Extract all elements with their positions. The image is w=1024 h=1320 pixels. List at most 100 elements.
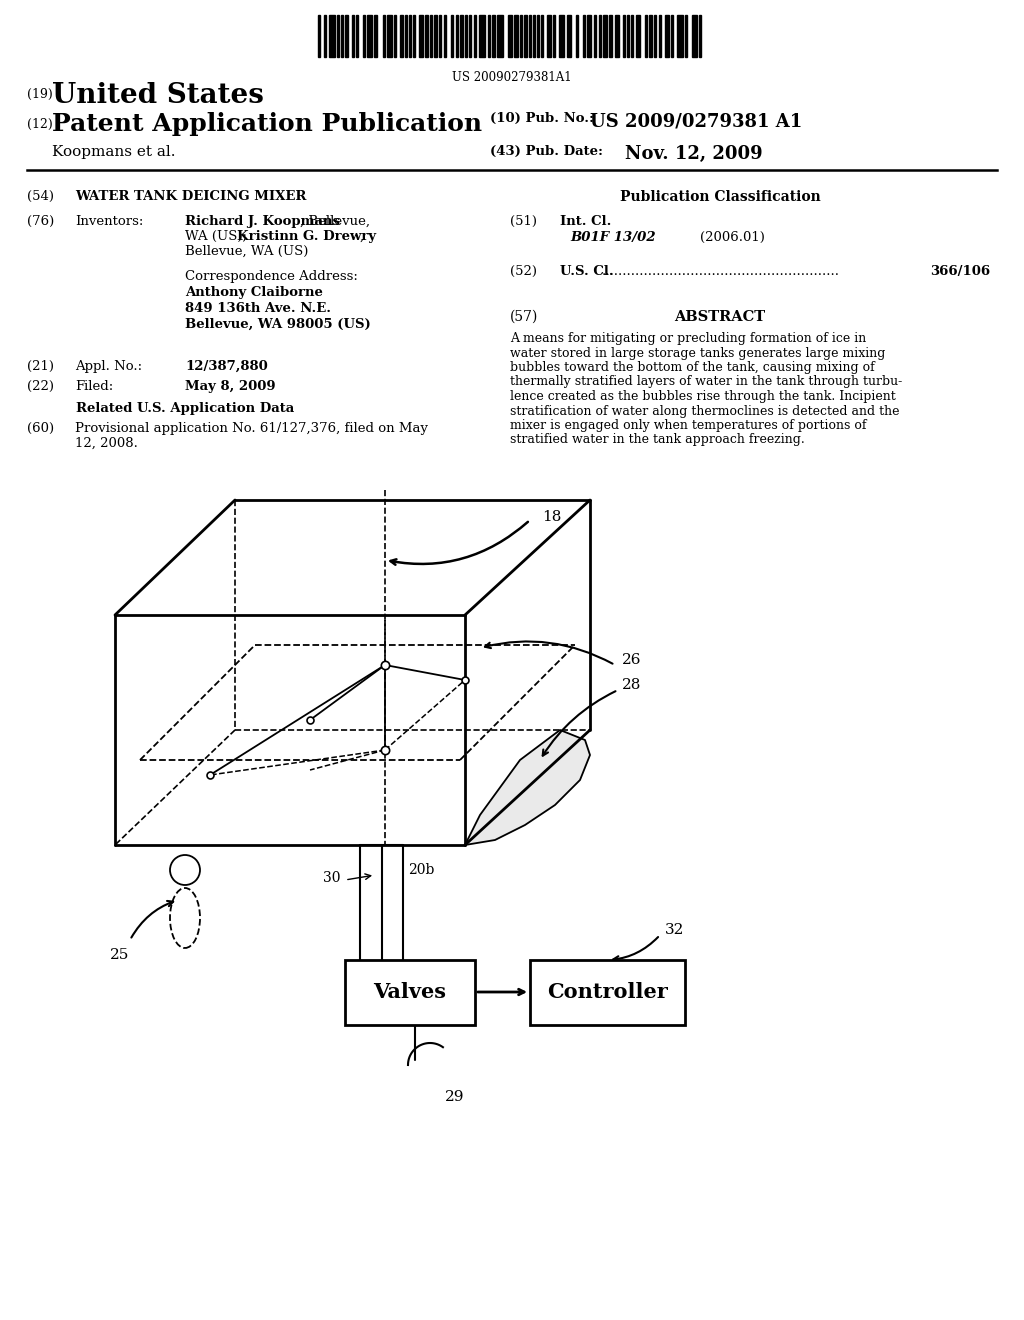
Bar <box>609 15 612 57</box>
Bar <box>530 960 685 1026</box>
Bar <box>627 15 629 57</box>
Text: stratification of water along thermoclines is detected and the: stratification of water along thermoclin… <box>510 404 899 417</box>
Text: 26: 26 <box>622 653 641 667</box>
Text: Int. Cl.: Int. Cl. <box>560 215 611 228</box>
Bar <box>671 15 673 57</box>
Text: Kristinn G. Drewry: Kristinn G. Drewry <box>237 230 376 243</box>
Bar <box>362 15 365 57</box>
Bar <box>508 15 512 57</box>
Text: (60): (60) <box>27 422 54 436</box>
Bar <box>575 15 578 57</box>
Text: (54): (54) <box>27 190 54 203</box>
Text: 25: 25 <box>111 948 130 962</box>
Text: Koopmans et al.: Koopmans et al. <box>52 145 175 158</box>
Bar <box>318 15 319 57</box>
Text: bubbles toward the bottom of the tank, causing mixing of: bubbles toward the bottom of the tank, c… <box>510 360 874 374</box>
Bar <box>615 15 618 57</box>
Bar <box>649 15 652 57</box>
Bar <box>677 15 683 57</box>
Text: thermally stratified layers of water in the tank through turbu-: thermally stratified layers of water in … <box>510 375 902 388</box>
Text: Controller: Controller <box>547 982 668 1002</box>
Bar <box>685 15 687 57</box>
Text: (52): (52) <box>510 265 537 279</box>
Bar <box>345 15 348 57</box>
Bar <box>469 15 471 57</box>
Bar <box>439 15 441 57</box>
Text: (12): (12) <box>27 117 53 131</box>
Bar <box>534 15 535 57</box>
Text: Nov. 12, 2009: Nov. 12, 2009 <box>625 145 763 162</box>
Bar <box>587 15 591 57</box>
Bar <box>460 15 463 57</box>
Bar <box>465 15 467 57</box>
Bar <box>434 15 437 57</box>
Bar <box>479 15 485 57</box>
Bar <box>559 15 564 57</box>
Text: Anthony Claiborne: Anthony Claiborne <box>185 286 323 300</box>
Bar <box>529 15 531 57</box>
Text: 12, 2008.: 12, 2008. <box>75 437 138 450</box>
Text: (57): (57) <box>510 310 539 323</box>
Text: ........................................................: ........................................… <box>602 265 840 279</box>
Bar <box>699 15 701 57</box>
Bar <box>400 15 403 57</box>
Text: , Bellevue,: , Bellevue, <box>300 215 370 228</box>
Bar <box>665 15 669 57</box>
Text: B01F 13/02: B01F 13/02 <box>570 231 655 244</box>
Bar <box>645 15 647 57</box>
Bar <box>514 15 518 57</box>
Bar <box>497 15 503 57</box>
Text: 849 136th Ave. N.E.: 849 136th Ave. N.E. <box>185 302 331 315</box>
Text: ,: , <box>360 230 365 243</box>
Bar <box>547 15 551 57</box>
Text: Provisional application No. 61/127,376, filed on May: Provisional application No. 61/127,376, … <box>75 422 428 436</box>
Bar <box>553 15 555 57</box>
Polygon shape <box>465 730 590 845</box>
Text: mixer is engaged only when temperatures of portions of: mixer is engaged only when temperatures … <box>510 418 866 432</box>
Text: (51): (51) <box>510 215 537 228</box>
Bar <box>594 15 596 57</box>
Bar <box>341 15 343 57</box>
Bar <box>541 15 543 57</box>
Text: A means for mitigating or precluding formation of ice in: A means for mitigating or precluding for… <box>510 333 866 345</box>
Text: Bellevue, WA 98005 (US): Bellevue, WA 98005 (US) <box>185 318 371 331</box>
Text: Filed:: Filed: <box>75 380 114 393</box>
Bar <box>394 15 396 57</box>
Bar <box>444 15 446 57</box>
Bar <box>520 15 522 57</box>
Text: Valves: Valves <box>374 982 446 1002</box>
Bar <box>413 15 415 57</box>
Bar <box>409 15 411 57</box>
Bar <box>356 15 358 57</box>
Text: Bellevue, WA (US): Bellevue, WA (US) <box>185 246 308 257</box>
Bar <box>659 15 662 57</box>
Bar <box>337 15 339 57</box>
Text: Appl. No.:: Appl. No.: <box>75 360 142 374</box>
Text: 12/387,880: 12/387,880 <box>185 360 267 374</box>
Bar <box>636 15 640 57</box>
Text: 18: 18 <box>542 510 561 524</box>
Text: 30: 30 <box>323 871 340 884</box>
Bar <box>599 15 601 57</box>
Text: US 2009/0279381 A1: US 2009/0279381 A1 <box>590 112 802 129</box>
Bar <box>537 15 539 57</box>
Bar <box>654 15 656 57</box>
Text: May 8, 2009: May 8, 2009 <box>185 380 275 393</box>
Bar <box>430 15 432 57</box>
Text: US 20090279381A1: US 20090279381A1 <box>453 71 571 84</box>
Text: 20b: 20b <box>408 863 434 876</box>
Bar <box>456 15 458 57</box>
Bar <box>492 15 495 57</box>
Text: (2006.01): (2006.01) <box>700 231 765 244</box>
Text: 366/106: 366/106 <box>930 265 990 279</box>
Bar <box>374 15 377 57</box>
Bar <box>623 15 625 57</box>
Bar <box>352 15 354 57</box>
Bar <box>567 15 571 57</box>
Text: (21): (21) <box>27 360 54 374</box>
Bar <box>383 15 385 57</box>
Text: lence created as the bubbles rise through the tank. Incipient: lence created as the bubbles rise throug… <box>510 389 896 403</box>
Bar <box>329 15 335 57</box>
Text: 29: 29 <box>445 1090 465 1104</box>
Text: Correspondence Address:: Correspondence Address: <box>185 271 357 282</box>
